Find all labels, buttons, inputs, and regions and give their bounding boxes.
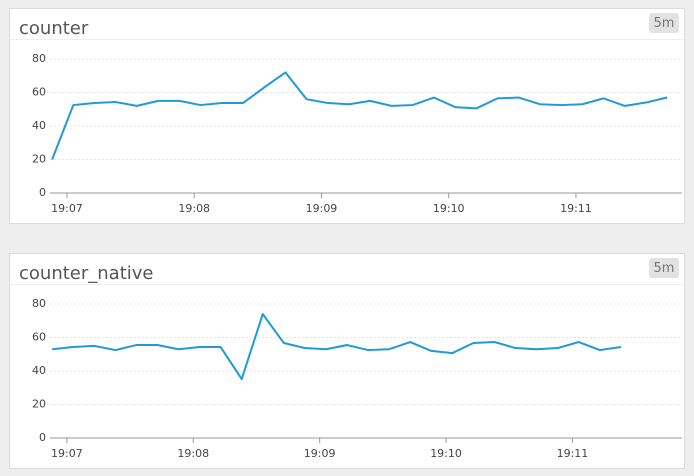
line-series: [51, 71, 668, 160]
x-tick-label: 19:09: [304, 447, 336, 460]
x-tick-label: 19:10: [430, 447, 462, 460]
y-tick-label: 60: [32, 86, 46, 99]
y-tick-label: 80: [32, 52, 46, 65]
line-series: [52, 313, 622, 381]
x-tick-label: 19:08: [177, 447, 209, 460]
x-tick-label: 19:09: [306, 202, 338, 215]
x-tick-label: 19:11: [557, 447, 589, 460]
y-tick-label: 40: [32, 364, 46, 377]
panel: counter_native 5m 0 20 40 60 80 19:07 19:08 19:09…: [9, 253, 685, 469]
panel: counter 5m 0 20 40 60 80 19:07 19:08 19:09 19:10 19…: [9, 8, 685, 224]
x-tick-label: 19:07: [51, 202, 83, 215]
y-tick-label: 0: [39, 431, 46, 444]
timeframe-badge: 5m: [654, 261, 675, 276]
badge-background: [649, 13, 679, 33]
x-tick-label: 19:08: [178, 202, 210, 215]
y-tick-label: 0: [39, 186, 46, 199]
y-tick-label: 20: [32, 153, 46, 166]
y-tick-label: 40: [32, 119, 46, 132]
panel-background: [9, 8, 685, 224]
y-tick-label: 20: [32, 398, 46, 411]
panel-title: counter_native: [19, 263, 153, 284]
y-tick-label: 60: [32, 331, 46, 344]
timeframe-badge: 5m: [654, 16, 675, 31]
panel-title: counter: [19, 18, 89, 39]
x-tick-label: 19:11: [560, 202, 592, 215]
y-tick-label: 80: [32, 297, 46, 310]
x-tick-label: 19:10: [433, 202, 465, 215]
x-tick-label: 19:07: [51, 447, 83, 460]
badge-background: [649, 258, 679, 278]
panel-background: [9, 253, 685, 469]
